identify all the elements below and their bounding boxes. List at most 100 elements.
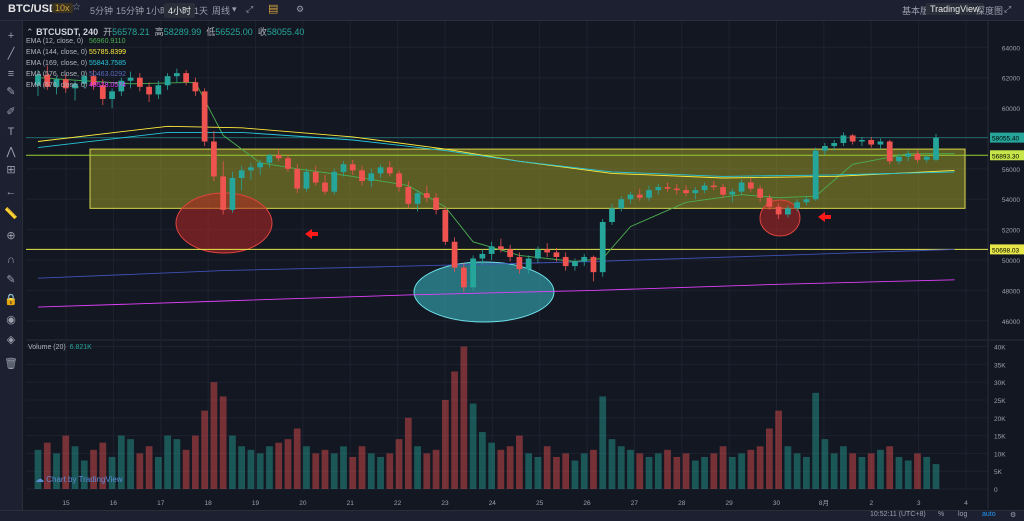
ema-line	[37, 279, 955, 308]
close-value: 58055.40	[266, 27, 305, 37]
low-label: 低	[206, 27, 216, 37]
leverage-badge[interactable]: 10x	[52, 3, 73, 13]
x-tick-label: 16	[110, 500, 118, 507]
auto-toggle[interactable]: auto	[982, 511, 996, 518]
volume-tick-label: 40K	[994, 345, 1006, 352]
candle	[99, 85, 106, 99]
pen-icon[interactable]: ✐	[6, 106, 16, 118]
y-tick-label: 64000	[1002, 45, 1020, 52]
volume-bar	[43, 442, 51, 489]
collapse-icon[interactable]: ⌃	[26, 27, 34, 37]
brush-icon[interactable]: ✎	[6, 86, 16, 98]
volume-bar	[738, 453, 745, 489]
gear-icon[interactable]: ⚙	[1010, 512, 1017, 519]
indicator-icon[interactable]: ▤	[268, 3, 279, 15]
ruler-icon[interactable]: 📏	[4, 208, 18, 220]
interval-1d[interactable]: 1天	[194, 6, 209, 16]
crosshair-icon[interactable]: +	[7, 30, 15, 42]
drawing-toolbar: + ╱ ≡ ✎ ✐ T ⋀ ⊞ ← 📏 ⊕ ∩ ✎ 🔒 ◉ ◈ 🗑	[0, 21, 23, 511]
candle	[803, 199, 810, 203]
trendline-icon[interactable]: ╱	[7, 48, 15, 60]
volume-bar	[590, 449, 597, 489]
legend-ema169[interactable]: EMA (169, close, 0) 55843.7585	[26, 60, 126, 67]
interval-4h[interactable]: 4小时	[164, 3, 196, 18]
candle	[229, 177, 236, 210]
lock-icon[interactable]: 🔒	[4, 294, 18, 306]
volume-bar	[682, 453, 690, 489]
x-tick-label: 29	[726, 500, 734, 507]
fullscreen-icon[interactable]: ⤢	[246, 4, 254, 14]
star-icon[interactable]: ☆	[72, 2, 81, 13]
view-depth[interactable]: 深度图	[976, 6, 1004, 16]
volume-bar	[247, 449, 255, 489]
candle	[664, 187, 671, 189]
legend-ema144[interactable]: EMA (144, close, 0) 55785.8399	[26, 49, 126, 56]
settings-icon[interactable]: ⚙	[296, 4, 305, 14]
candle	[470, 258, 476, 288]
candle	[433, 197, 439, 210]
pair-title[interactable]: BTC/USDT	[8, 3, 64, 15]
log-toggle[interactable]: log	[958, 511, 968, 518]
candle	[822, 146, 828, 151]
measure-icon[interactable]: ⊞	[6, 164, 16, 176]
volume-bar	[747, 449, 755, 489]
candle	[831, 143, 838, 147]
candle	[516, 256, 523, 270]
candle	[414, 193, 421, 204]
tradingview-logo[interactable]: ☁ Chart by TradingView	[35, 474, 123, 485]
view-basic[interactable]: 基本版	[902, 6, 930, 16]
volume-bar	[571, 460, 579, 489]
open-label: 开	[103, 27, 113, 37]
trash-icon[interactable]: 🗑	[4, 358, 18, 370]
interval-week[interactable]: 周线	[212, 6, 231, 16]
pattern-icon[interactable]: ⋀	[6, 146, 16, 158]
candle	[581, 256, 588, 262]
volume-bar	[358, 446, 366, 489]
eye-icon[interactable]: ◉	[6, 314, 16, 326]
candle	[183, 73, 189, 83]
candle	[877, 141, 884, 145]
y-tick-label: 50000	[1002, 258, 1020, 265]
volume-bar	[691, 460, 699, 489]
candle	[359, 170, 365, 181]
arrow-left-icon[interactable]: ←	[5, 186, 17, 198]
volume-bar	[867, 453, 875, 489]
candle	[109, 91, 115, 99]
percent-toggle[interactable]: %	[938, 511, 945, 518]
candle	[840, 135, 847, 144]
x-tick-label: 30	[773, 500, 781, 507]
candle	[238, 170, 245, 178]
candle	[655, 187, 662, 191]
view-tradingview[interactable]: TradingView	[926, 3, 984, 15]
candle	[923, 156, 930, 160]
chevron-down-icon[interactable]: ▾	[232, 4, 237, 14]
interval-5m[interactable]: 5分钟	[90, 6, 114, 16]
volume-bar	[284, 439, 292, 489]
volume-bar	[886, 446, 894, 489]
candle	[720, 187, 726, 195]
lock-draw-icon[interactable]: ✎	[6, 274, 16, 286]
legend-ema576[interactable]: EMA (576, close, 0) 50463.0292	[26, 71, 126, 78]
legend-ema12[interactable]: EMA (12, close, 0) 56960.9110	[26, 38, 126, 45]
interval-15m[interactable]: 15分钟	[116, 6, 145, 16]
candle	[868, 139, 875, 145]
magnet-icon[interactable]: ∩	[7, 254, 15, 266]
text-icon[interactable]: T	[7, 126, 15, 138]
bottom-bar: 10:52:11 (UTC+8) % log auto ⚙	[0, 510, 1024, 521]
legend-ema676[interactable]: EMA (676, close, 0) 48528.0574	[26, 82, 126, 89]
candle	[905, 153, 912, 157]
maximize-icon[interactable]: ⤢	[1004, 4, 1012, 14]
zoom-icon[interactable]: ⊕	[6, 230, 16, 242]
arrow-left-icon	[305, 229, 318, 239]
volume-bar	[404, 417, 412, 489]
interval-1h[interactable]: 1小时	[146, 6, 170, 16]
volume-value: 6.821K	[69, 344, 92, 351]
layers-icon[interactable]: ◈	[6, 334, 16, 346]
volume-bar	[710, 453, 718, 489]
fib-icon[interactable]: ≡	[7, 68, 15, 80]
price-chart[interactable]: 4600048000500005200054000560005800060000…	[0, 21, 1024, 511]
volume-bar	[775, 410, 782, 489]
resistance-price-label: 56893.30	[992, 153, 1019, 160]
arrow-left-icon	[818, 212, 831, 222]
volume-bar	[765, 428, 773, 489]
